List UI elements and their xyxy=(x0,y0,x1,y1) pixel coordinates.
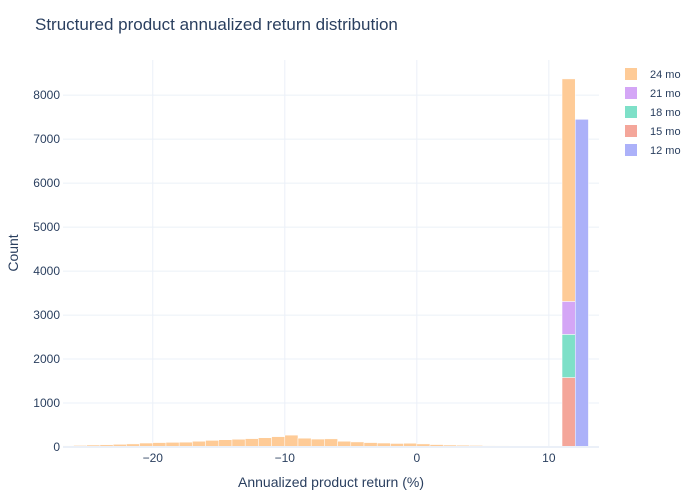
y-tick-label: 5000 xyxy=(33,220,60,234)
legend-item[interactable]: 18 mo xyxy=(625,106,681,119)
histogram-bar xyxy=(561,78,576,302)
x-axis-ticks: −20 −10 0 10 xyxy=(143,451,556,465)
histogram-bar xyxy=(218,439,233,448)
histogram-bar xyxy=(561,334,576,378)
legend-label: 21 mo xyxy=(650,88,681,100)
histogram-bar xyxy=(271,436,286,448)
histogram-bar xyxy=(244,438,259,448)
legend-item[interactable]: 12 mo xyxy=(625,144,681,157)
y-tick-label: 7000 xyxy=(33,132,60,146)
x-tick-label: −10 xyxy=(275,451,296,465)
x-tick-label: −20 xyxy=(143,451,164,465)
y-axis-ticks: 0 1000 2000 3000 4000 5000 6000 7000 8000 xyxy=(33,88,60,454)
legend-item[interactable]: 21 mo xyxy=(625,87,681,100)
x-tick-label: 10 xyxy=(542,451,556,465)
legend-item[interactable]: 15 mo xyxy=(625,125,681,138)
x-tick-label: 0 xyxy=(413,451,420,465)
legend-swatch xyxy=(625,106,637,118)
histogram-bar xyxy=(561,301,576,335)
histogram-bar xyxy=(574,119,589,448)
y-tick-label: 6000 xyxy=(33,176,60,190)
histogram-bar xyxy=(324,438,338,448)
histogram-bar xyxy=(561,377,576,448)
y-tick-label: 2000 xyxy=(33,352,60,366)
legend[interactable]: 24 mo 21 mo 18 mo 15 mo 12 mo xyxy=(625,68,681,157)
y-axis-title: Count xyxy=(5,234,21,271)
legend-swatch xyxy=(625,68,637,80)
legend-item[interactable]: 24 mo xyxy=(625,68,681,81)
histogram-bar xyxy=(297,437,312,448)
legend-label: 24 mo xyxy=(650,69,681,81)
legend-label: 15 mo xyxy=(650,126,681,138)
gridlines xyxy=(63,60,599,447)
legend-label: 18 mo xyxy=(650,107,681,119)
y-tick-label: 0 xyxy=(53,440,60,454)
histogram-bar xyxy=(231,439,246,448)
bars xyxy=(62,78,589,448)
histogram-bar xyxy=(310,438,325,448)
legend-swatch xyxy=(625,125,637,137)
legend-swatch xyxy=(625,144,637,156)
y-tick-label: 8000 xyxy=(33,88,60,102)
chart-title: Structured product annualized return dis… xyxy=(35,15,398,34)
histogram-bar xyxy=(284,434,299,448)
y-tick-label: 4000 xyxy=(33,264,60,278)
x-axis-title: Annualized product return (%) xyxy=(238,474,424,490)
histogram-bar xyxy=(258,437,272,448)
legend-swatch xyxy=(625,87,637,99)
y-tick-label: 1000 xyxy=(33,396,60,410)
y-tick-label: 3000 xyxy=(33,308,60,322)
legend-label: 12 mo xyxy=(650,145,681,157)
